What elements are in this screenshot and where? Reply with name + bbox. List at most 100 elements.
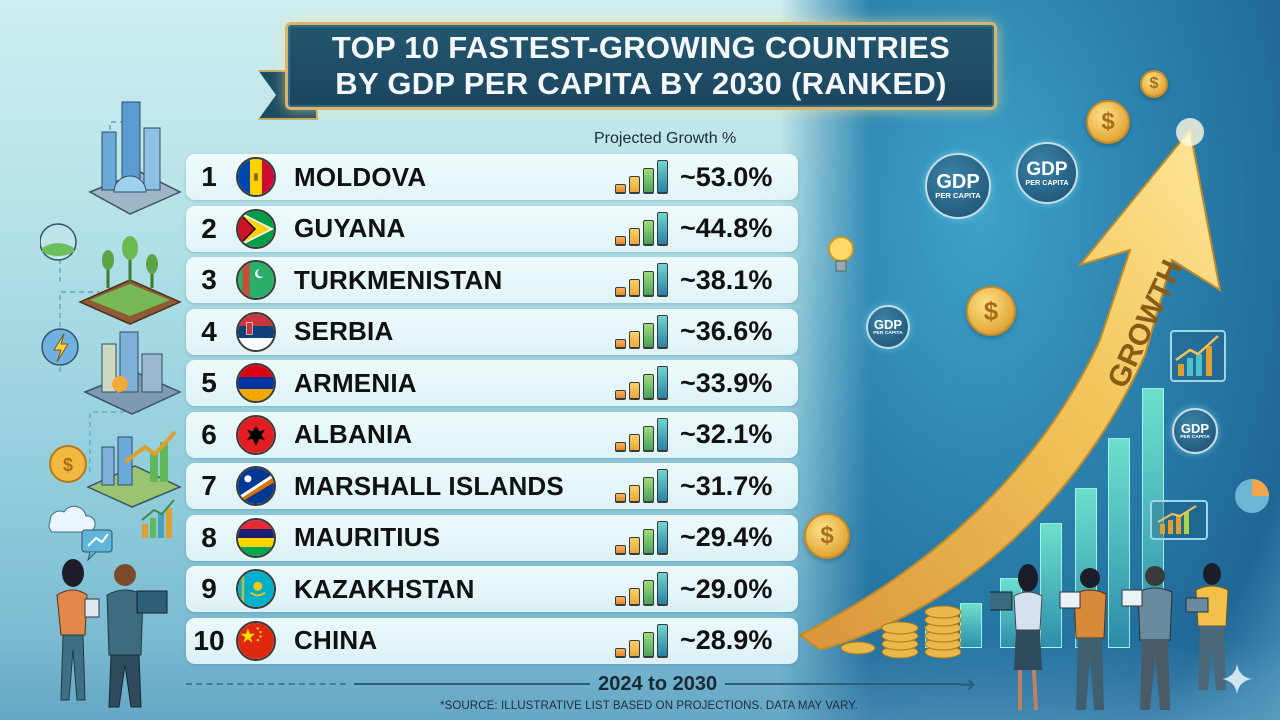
background-bar-2 [960, 603, 982, 648]
ranking-list: 1 MOLDOVA ~53.0% 2 GUYANA ~44.8% 3 TURKM… [186, 154, 798, 669]
growth-bars-icon [615, 211, 668, 246]
gdp-per-capita-badge-2: GDP PER CAPITA [1016, 142, 1078, 204]
ranking-row: 5 ARMENIA ~33.9% [186, 360, 798, 406]
guyana-flag-icon [236, 208, 276, 249]
growth-value: ~53.0% [680, 161, 773, 192]
country-name: ARMENIA [294, 367, 417, 398]
growth-value: ~33.9% [680, 367, 773, 398]
industrial-city-icon [83, 331, 182, 415]
moldova-flag-icon [236, 157, 276, 197]
ranking-row: 8 MAURITIUS ~29.4% [186, 514, 798, 561]
gold-coin-icon: $ [49, 445, 87, 483]
farm-plot-icon [78, 236, 182, 325]
period-label: 2024 to 2030 [598, 672, 718, 695]
mauritius-flag-icon [236, 517, 276, 558]
dollar-coin-icon: $ [1086, 100, 1130, 144]
lightning-circle-icon [41, 328, 79, 366]
ranking-row: 6 ALBANIA ~32.1% [186, 411, 798, 458]
analyst-man-orange-icon [1059, 568, 1107, 710]
turkmenistan-flag-icon [236, 260, 276, 300]
growth-bars-icon [615, 623, 668, 658]
sparkle-icon [1222, 664, 1252, 694]
growth-value: ~29.0% [680, 573, 773, 604]
country-name: MAURITIUS [294, 522, 441, 552]
timeline-line-left [354, 683, 591, 685]
rank-number: 7 [201, 470, 217, 501]
ranking-row: 9 KAZAKHSTAN ~29.0% [186, 566, 798, 612]
period-timeline: 2024 to 2030 ➜ [186, 672, 976, 696]
country-name: ALBANIA [294, 419, 413, 449]
armenia-flag-icon [236, 363, 276, 403]
ranking-row: 1 MOLDOVA ~53.0% [186, 154, 798, 200]
cloud-icon [48, 505, 96, 533]
growth-value: ~29.4% [680, 522, 773, 552]
speech-chart-bubble-icon [81, 529, 113, 562]
dollar-coin-icon: $ [1140, 70, 1168, 98]
growth-value: ~38.1% [680, 264, 773, 295]
growth-value: ~31.7% [680, 470, 773, 501]
growth-value: ~32.1% [680, 419, 773, 449]
title-line-1: TOP 10 FASTEST-GROWING COUNTRIES [331, 30, 951, 65]
title-line-2: BY GDP PER CAPITA BY 2030 (RANKED) [335, 66, 947, 101]
analyst-man-suit-icon [1121, 566, 1173, 710]
growth-bars-icon [615, 366, 668, 400]
rank-number: 1 [201, 161, 217, 192]
kazakhstan-flag-icon [236, 569, 276, 609]
background-bar-4 [1040, 523, 1062, 648]
mini-growth-chart-icon [1170, 330, 1226, 382]
coin-stacks-icon [840, 605, 962, 659]
ranking-row: 2 GUYANA ~44.8% [186, 205, 798, 252]
growth-value: ~44.8% [680, 213, 773, 243]
country-name: TURKMENISTAN [294, 264, 503, 295]
country-name: GUYANA [294, 213, 406, 243]
ranking-row: 4 SERBIA ~36.6% [186, 308, 798, 355]
speech-bubble-chart-icon [1150, 500, 1208, 540]
growth-bars-icon [615, 469, 668, 503]
albania-flag-icon [236, 414, 276, 455]
country-name: SERBIA [294, 316, 394, 346]
rank-number: 4 [201, 315, 217, 347]
rank-number: 5 [201, 367, 217, 398]
ranking-row: 7 MARSHALL ISLANDS ~31.7% [186, 463, 798, 509]
dollar-coin-icon: $ [804, 513, 850, 559]
rank-number: 8 [201, 521, 217, 553]
growth-bars-icon [615, 263, 668, 297]
timeline-arrow-icon: ➜ [959, 672, 976, 696]
serbia-flag-icon [236, 311, 276, 352]
growth-bars-icon [615, 520, 668, 555]
timeline-dashed-segment [186, 683, 346, 685]
country-name: KAZAKHSTAN [294, 573, 475, 604]
growth-bars-icon [615, 417, 668, 452]
growth-bars-icon [615, 572, 668, 606]
gdp-per-capita-badge-3: GDP PER CAPITA [866, 305, 910, 349]
rank-number: 6 [201, 418, 217, 450]
marshall-islands-flag-icon [236, 466, 276, 506]
gdp-per-capita-badge-4: GDP PER CAPITA [1172, 408, 1218, 454]
analyst-woman-yellow-icon [1185, 563, 1229, 690]
country-name: CHINA [294, 625, 378, 655]
svg-text:$: $ [63, 455, 73, 475]
left-illustration-column: $ [40, 101, 182, 562]
title-banner: TOP 10 FASTEST-GROWING COUNTRIES BY GDP … [285, 22, 997, 110]
woman-with-tablet-icon [56, 559, 100, 701]
rank-number: 9 [201, 573, 217, 604]
growth-bars-icon [615, 160, 668, 194]
dollar-coin-icon: $ [966, 286, 1016, 336]
timeline-line-right [725, 683, 962, 685]
pie-chart-icon [1235, 479, 1269, 513]
lightbulb-icon [828, 236, 854, 272]
farm-circle-icon [40, 223, 77, 261]
growth-value: ~28.9% [680, 625, 773, 655]
growth-arrow-icon: GROWTH [798, 118, 1222, 650]
ranking-row: 3 TURKMENISTAN ~38.1% [186, 257, 798, 303]
rank-number: 2 [201, 212, 217, 244]
rank-number: 10 [193, 624, 225, 656]
growth-value: ~36.6% [680, 316, 773, 346]
city-skyline-icon [88, 101, 182, 215]
china-flag-icon [236, 620, 276, 661]
ranking-row: 10 CHINA ~28.9% [186, 617, 798, 664]
source-note: *SOURCE: ILLUSTRATIVE LIST BASED ON PROJ… [440, 700, 858, 712]
gdp-per-capita-badge-1: GDP PER CAPITA [925, 153, 991, 219]
country-name: MARSHALL ISLANDS [294, 470, 564, 501]
man-with-laptop-icon [106, 564, 168, 708]
